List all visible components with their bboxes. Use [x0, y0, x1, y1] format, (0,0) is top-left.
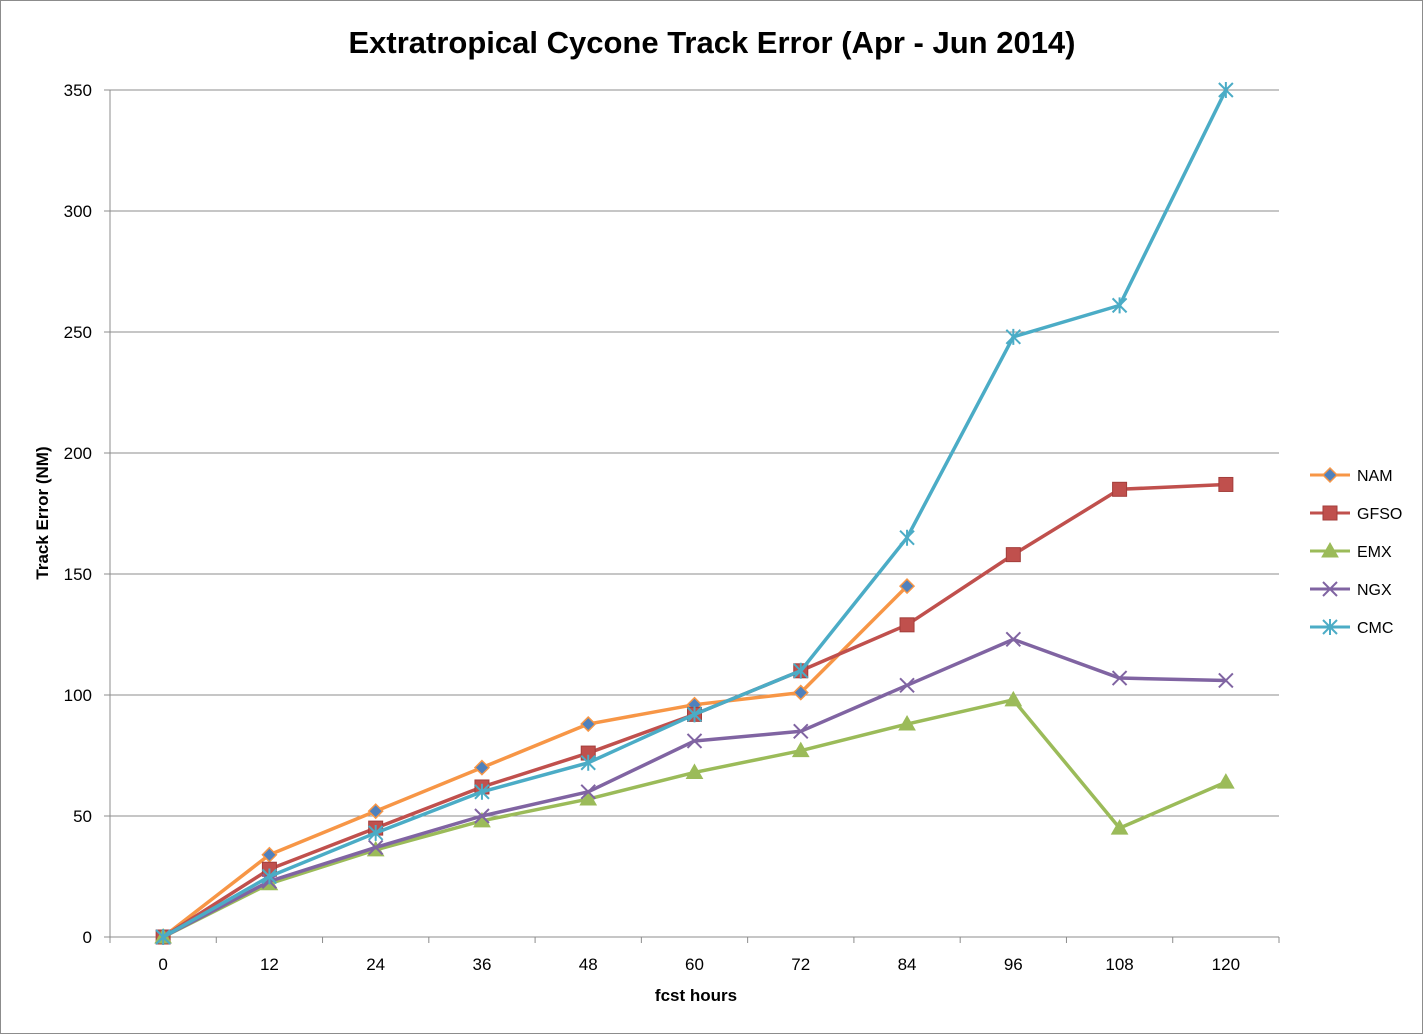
x-tick-label: 108	[1105, 955, 1133, 974]
x-tick-labels: 0 12 24 36 48 60 72 84 96 108 120	[158, 955, 1240, 974]
data-point-x	[1005, 631, 1022, 648]
data-point-x	[1218, 672, 1234, 689]
x-tick-label: 12	[260, 955, 279, 974]
data-point-diamond	[898, 578, 916, 595]
y-tick-label: 250	[64, 323, 92, 342]
data-point-star	[1111, 297, 1128, 314]
data-point-square	[1322, 505, 1338, 521]
y-tick-label: 200	[64, 444, 92, 463]
data-point-star	[686, 706, 703, 723]
series-emx	[154, 690, 1235, 944]
data-point-triangle	[898, 715, 916, 731]
data-point-triangle	[1217, 773, 1235, 789]
x-tick-label: 84	[898, 955, 917, 974]
data-point-star	[261, 868, 278, 885]
series-lines	[154, 82, 1235, 946]
x-tick-label: 36	[472, 955, 491, 974]
series-ngx	[155, 631, 1234, 945]
y-tick-label: 350	[64, 81, 92, 100]
y-axis-title: Track Error (NM)	[33, 446, 52, 579]
data-point-triangle	[1321, 541, 1339, 558]
data-point-triangle	[685, 763, 704, 779]
legend-label: EMX	[1357, 544, 1392, 561]
data-point-square	[1218, 476, 1234, 492]
data-point-star	[1218, 82, 1234, 98]
legend-label: NAM	[1357, 468, 1393, 485]
data-point-star	[155, 929, 171, 945]
series-line	[162, 584, 909, 939]
legend-item-gfso: GFSO	[1310, 505, 1402, 523]
data-point-triangle	[1110, 819, 1129, 835]
legend-label: CMC	[1357, 620, 1393, 637]
x-tick-label: 72	[791, 955, 810, 974]
data-point-diamond	[1321, 466, 1339, 484]
data-point-x	[899, 677, 915, 694]
y-tick-label: 150	[64, 565, 92, 584]
data-point-x	[474, 808, 490, 824]
data-point-star	[1005, 328, 1022, 345]
gridlines	[110, 89, 1279, 817]
x-tick-label: 0	[158, 955, 167, 974]
data-point-star	[474, 783, 490, 800]
y-tick-label: 50	[73, 807, 92, 826]
data-point-star	[1322, 619, 1338, 635]
y-tick-label: 0	[83, 928, 92, 947]
data-point-diamond	[367, 803, 384, 820]
data-point-square	[1005, 547, 1021, 563]
legend-item-nam: NAM	[1310, 466, 1393, 485]
data-point-triangle	[1004, 690, 1023, 707]
series-cmc	[155, 82, 1234, 945]
y-tick-label: 100	[64, 686, 92, 705]
data-point-diamond	[473, 759, 491, 776]
data-point-x	[686, 733, 703, 749]
x-tick-label: 60	[685, 955, 704, 974]
axes	[104, 89, 1280, 943]
legend: NAM GFSO EMX NGX CMC	[1310, 466, 1402, 637]
legend-item-emx: EMX	[1310, 541, 1392, 561]
series-line	[162, 698, 1227, 939]
data-point-diamond	[792, 684, 809, 701]
data-point-square	[1112, 481, 1128, 497]
y-tick-label: 300	[64, 202, 92, 221]
data-point-diamond	[580, 715, 597, 733]
data-point-star	[793, 662, 809, 679]
data-point-star	[899, 529, 915, 546]
data-point-star	[367, 824, 384, 841]
data-point-x	[1111, 670, 1128, 686]
data-point-star	[580, 754, 596, 771]
data-point-x	[367, 839, 384, 856]
legend-label: GFSO	[1357, 506, 1402, 523]
data-point-square	[899, 617, 915, 633]
legend-item-ngx: NGX	[1310, 581, 1392, 599]
x-tick-label: 48	[579, 955, 598, 974]
data-point-triangle	[791, 741, 810, 758]
x-tick-label: 120	[1212, 955, 1240, 974]
data-point-x	[1322, 581, 1338, 597]
series-line	[162, 89, 1228, 939]
y-tick-labels: 0 50 100 150 200 250 300 350	[64, 81, 92, 947]
data-point-triangle	[579, 790, 598, 806]
series-line	[162, 637, 1226, 939]
x-tick-label: 24	[366, 955, 385, 974]
data-point-diamond	[261, 846, 278, 863]
data-point-x	[580, 784, 596, 800]
data-point-x	[793, 723, 809, 740]
x-axis-title: fcst hours	[655, 986, 737, 1005]
legend-item-cmc: CMC	[1310, 619, 1393, 637]
chart-title: Extratropical Cycone Track Error (Apr - …	[348, 25, 1075, 60]
x-tick-label: 96	[1004, 955, 1023, 974]
legend-label: NGX	[1357, 582, 1392, 599]
